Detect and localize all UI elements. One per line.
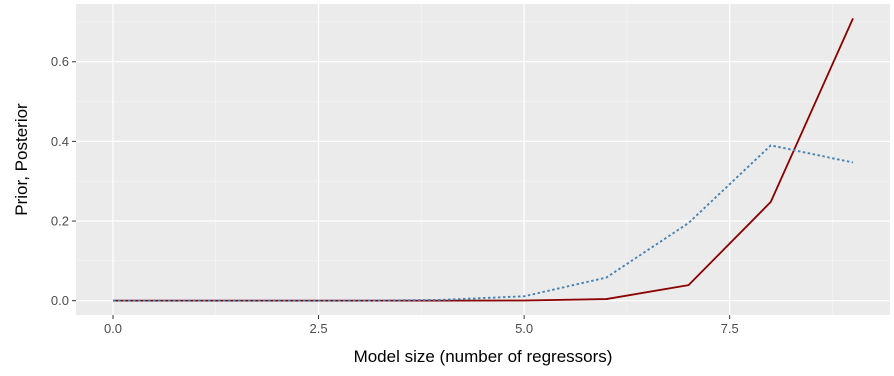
- series-line-2: [113, 144, 854, 302]
- y-tick-label: 0.2: [51, 214, 69, 229]
- y-tick-label: 0.4: [51, 134, 69, 149]
- x-tick-label: 7.5: [721, 321, 739, 336]
- x-axis: 0.0 2.5 5.0 7.5: [104, 315, 739, 336]
- y-axis: 0.0 0.2 0.4 0.6: [51, 54, 76, 308]
- y-tick-label: 0.6: [51, 54, 69, 69]
- series-layer: [113, 17, 854, 302]
- minor-gridlines: [76, 4, 890, 315]
- y-tick-label: 0.0: [51, 293, 69, 308]
- y-axis-title: Prior, Posterior: [12, 103, 31, 216]
- x-tick-label: 0.0: [104, 321, 122, 336]
- x-axis-title: Model size (number of regressors): [354, 347, 613, 366]
- plot-panel: [76, 4, 890, 315]
- series-line-1: [113, 17, 854, 302]
- x-tick-label: 5.0: [515, 321, 533, 336]
- x-tick-label: 2.5: [310, 321, 328, 336]
